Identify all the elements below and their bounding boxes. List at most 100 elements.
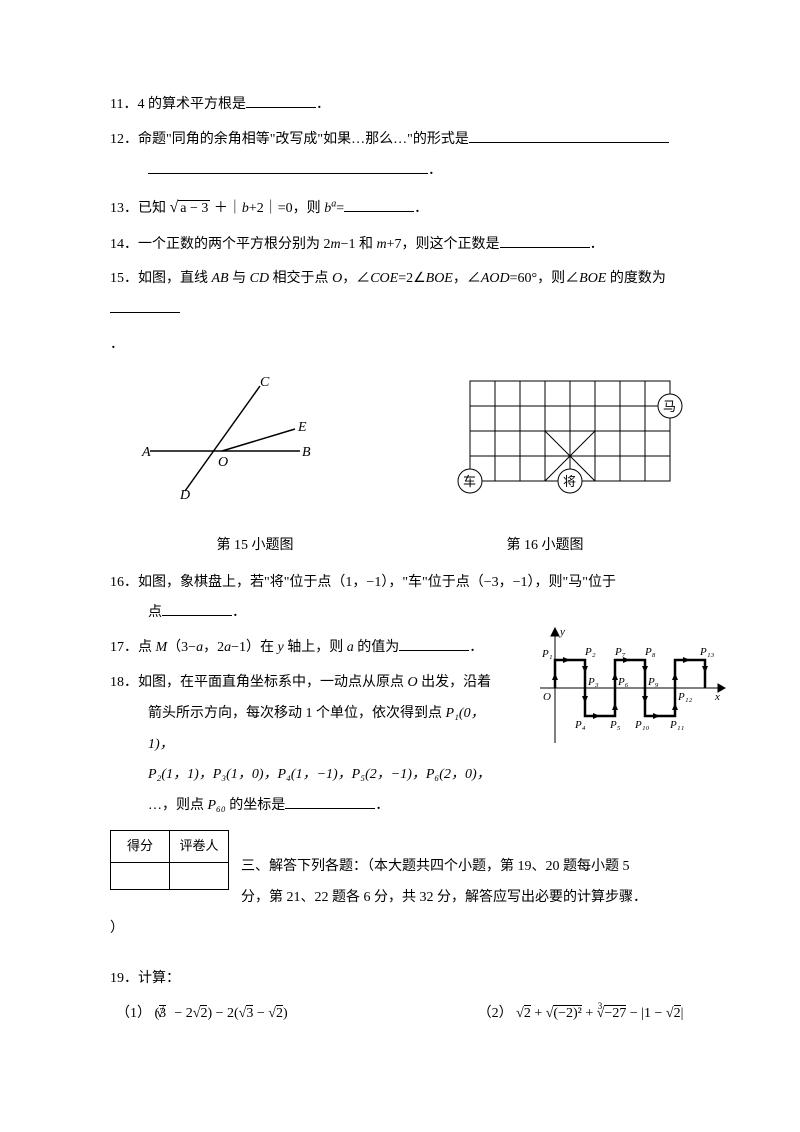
q15-a: 如图，直线 [138, 271, 212, 286]
a3: a [347, 640, 354, 655]
q12-b: ． [428, 163, 442, 178]
figure-16: 车 将 马 [450, 371, 690, 501]
score-blank [170, 862, 229, 889]
q13-e: ． [414, 201, 428, 216]
score-h1: 得分 [111, 830, 170, 862]
caption-15: 第 15 小题图 [217, 531, 294, 562]
q15-num: 15． [110, 271, 138, 286]
blank [399, 636, 469, 651]
p9: P₉ [647, 676, 659, 688]
label-O: O [218, 455, 228, 470]
q11-b: ． [316, 97, 330, 112]
piece-jiang: 将 [563, 474, 576, 489]
q18-a: 如图，在平面直角坐标系中，一动点从原点 [138, 675, 408, 690]
q16-c: ． [232, 605, 246, 620]
sub1: （1） [116, 1006, 151, 1021]
cd: CD [250, 271, 269, 286]
piece-ma: 马 [663, 399, 676, 414]
q18-e: …，则点 [148, 798, 208, 813]
sec3-b: 分，第 21、22 题各 6 分，共 32 分，解答应写出必要的计算步骤． [241, 890, 647, 905]
p5: P₅ [609, 719, 621, 731]
q17-f: 的值为 [354, 640, 400, 655]
label-E: E [297, 420, 307, 435]
q18-num: 18． [110, 675, 138, 690]
q16-num: 16． [110, 575, 138, 590]
ab: AB [212, 271, 229, 286]
q14-d: ． [590, 237, 604, 252]
blank [500, 233, 590, 248]
q19-num: 19． [110, 971, 138, 986]
question-16: 16．如图，象棋盘上，若"将"位于点（1，−1），"车"位于点（−3，−1），则… [110, 568, 690, 630]
q11-a: 4 的算术平方根是 [137, 97, 246, 112]
q12-a: 命题"同角的余角相等"改写成"如果…那么…"的形式是 [138, 132, 469, 147]
q17-b: （3− [167, 640, 196, 655]
o: O [408, 675, 418, 690]
question-13: 13．已知 √a − 3 ＋｜b+2｜=0，则 ba=． [110, 190, 690, 225]
p12: P₁₂ [677, 691, 693, 703]
p13: P₁₃ [699, 646, 715, 658]
p60: P₆₀ [208, 798, 226, 813]
question-14: 14．一个正数的两个平方根分别为 2m−1 和 m+7，则这个正数是． [110, 230, 690, 261]
p4: P₄ [574, 719, 586, 731]
blank [344, 197, 414, 212]
axis-x: x [714, 691, 720, 703]
q17-e: 轴上，则 [284, 640, 347, 655]
question-11: 11．4 的算术平方根是 ． [110, 90, 690, 121]
m2: m [377, 237, 387, 252]
p11: P₁₁ [669, 719, 685, 731]
q19-label: 计算： [138, 971, 180, 986]
p3: P₃ [587, 676, 599, 688]
q15-d: ，∠ [342, 271, 370, 286]
var-b: b [242, 201, 249, 216]
p6: P₆ [617, 676, 629, 688]
q11-num: 11． [110, 97, 137, 112]
q17-g: ． [469, 640, 483, 655]
q15-c: 相交于点 [269, 271, 332, 286]
figure-row: A B C D E O 车 [130, 371, 690, 501]
label-A: A [141, 445, 151, 460]
score-blank [111, 862, 170, 889]
q17-a: 点 [138, 640, 156, 655]
q13-b: ＋｜ [214, 201, 242, 216]
p2: P₂ [584, 646, 596, 658]
blank [285, 794, 375, 809]
q18-f: 的坐标是 [226, 798, 286, 813]
score-h2: 评卷人 [170, 830, 229, 862]
p10: P₁₀ [634, 719, 650, 731]
blank [469, 128, 669, 143]
label-B: B [302, 445, 311, 460]
q15-e: =2∠ [398, 271, 425, 286]
figure-15: A B C D E O [130, 371, 330, 501]
axis-y: y [559, 626, 565, 638]
q19-part2: （2） √2 + √(−2)² + 3√−27 − |1 − √2| [478, 999, 684, 1030]
q16-b: 点 [148, 605, 162, 620]
figure-captions: 第 15 小题图 第 16 小题图 [110, 531, 690, 562]
boe2: BOE [579, 271, 606, 286]
q15-f: ，∠ [453, 271, 481, 286]
q15-g: =60°，则∠ [510, 271, 580, 286]
expr1: (3√ − 2√2) − 2(√3 − √2) [155, 1006, 288, 1021]
p8: P₈ [644, 646, 656, 658]
question-15: 15．如图，直线 AB 与 CD 相交于点 O，∠COE=2∠BOE，∠AOD=… [110, 264, 690, 326]
caption-16: 第 16 小题图 [507, 531, 584, 562]
q14-a: 一个正数的两个平方根分别为 2 [138, 237, 331, 252]
q12-num: 12． [110, 132, 138, 147]
piece-che: 车 [463, 474, 476, 489]
sec3-c: ） [110, 921, 124, 936]
q15-h: 的度数为 [606, 271, 666, 286]
q14-num: 14． [110, 237, 138, 252]
q14-c: +7，则这个正数是 [387, 237, 500, 252]
label-C: C [260, 375, 270, 390]
blank [110, 298, 180, 313]
blank [148, 159, 428, 174]
section-3-header: 得分评卷人 三、解答下列各题：（本大题共四个小题，第 19、20 题每小题 5 … [110, 826, 690, 944]
label-D: D [179, 488, 190, 501]
q17-num: 17． [110, 640, 138, 655]
q13-d: = [336, 201, 344, 216]
q13-c: +2｜=0，则 [249, 201, 324, 216]
question-19: 19．计算： [110, 964, 690, 995]
sub2: （2） [478, 1006, 513, 1021]
q15-b: 与 [229, 271, 250, 286]
p1: P₁ [541, 648, 553, 660]
m1: m [331, 237, 341, 252]
